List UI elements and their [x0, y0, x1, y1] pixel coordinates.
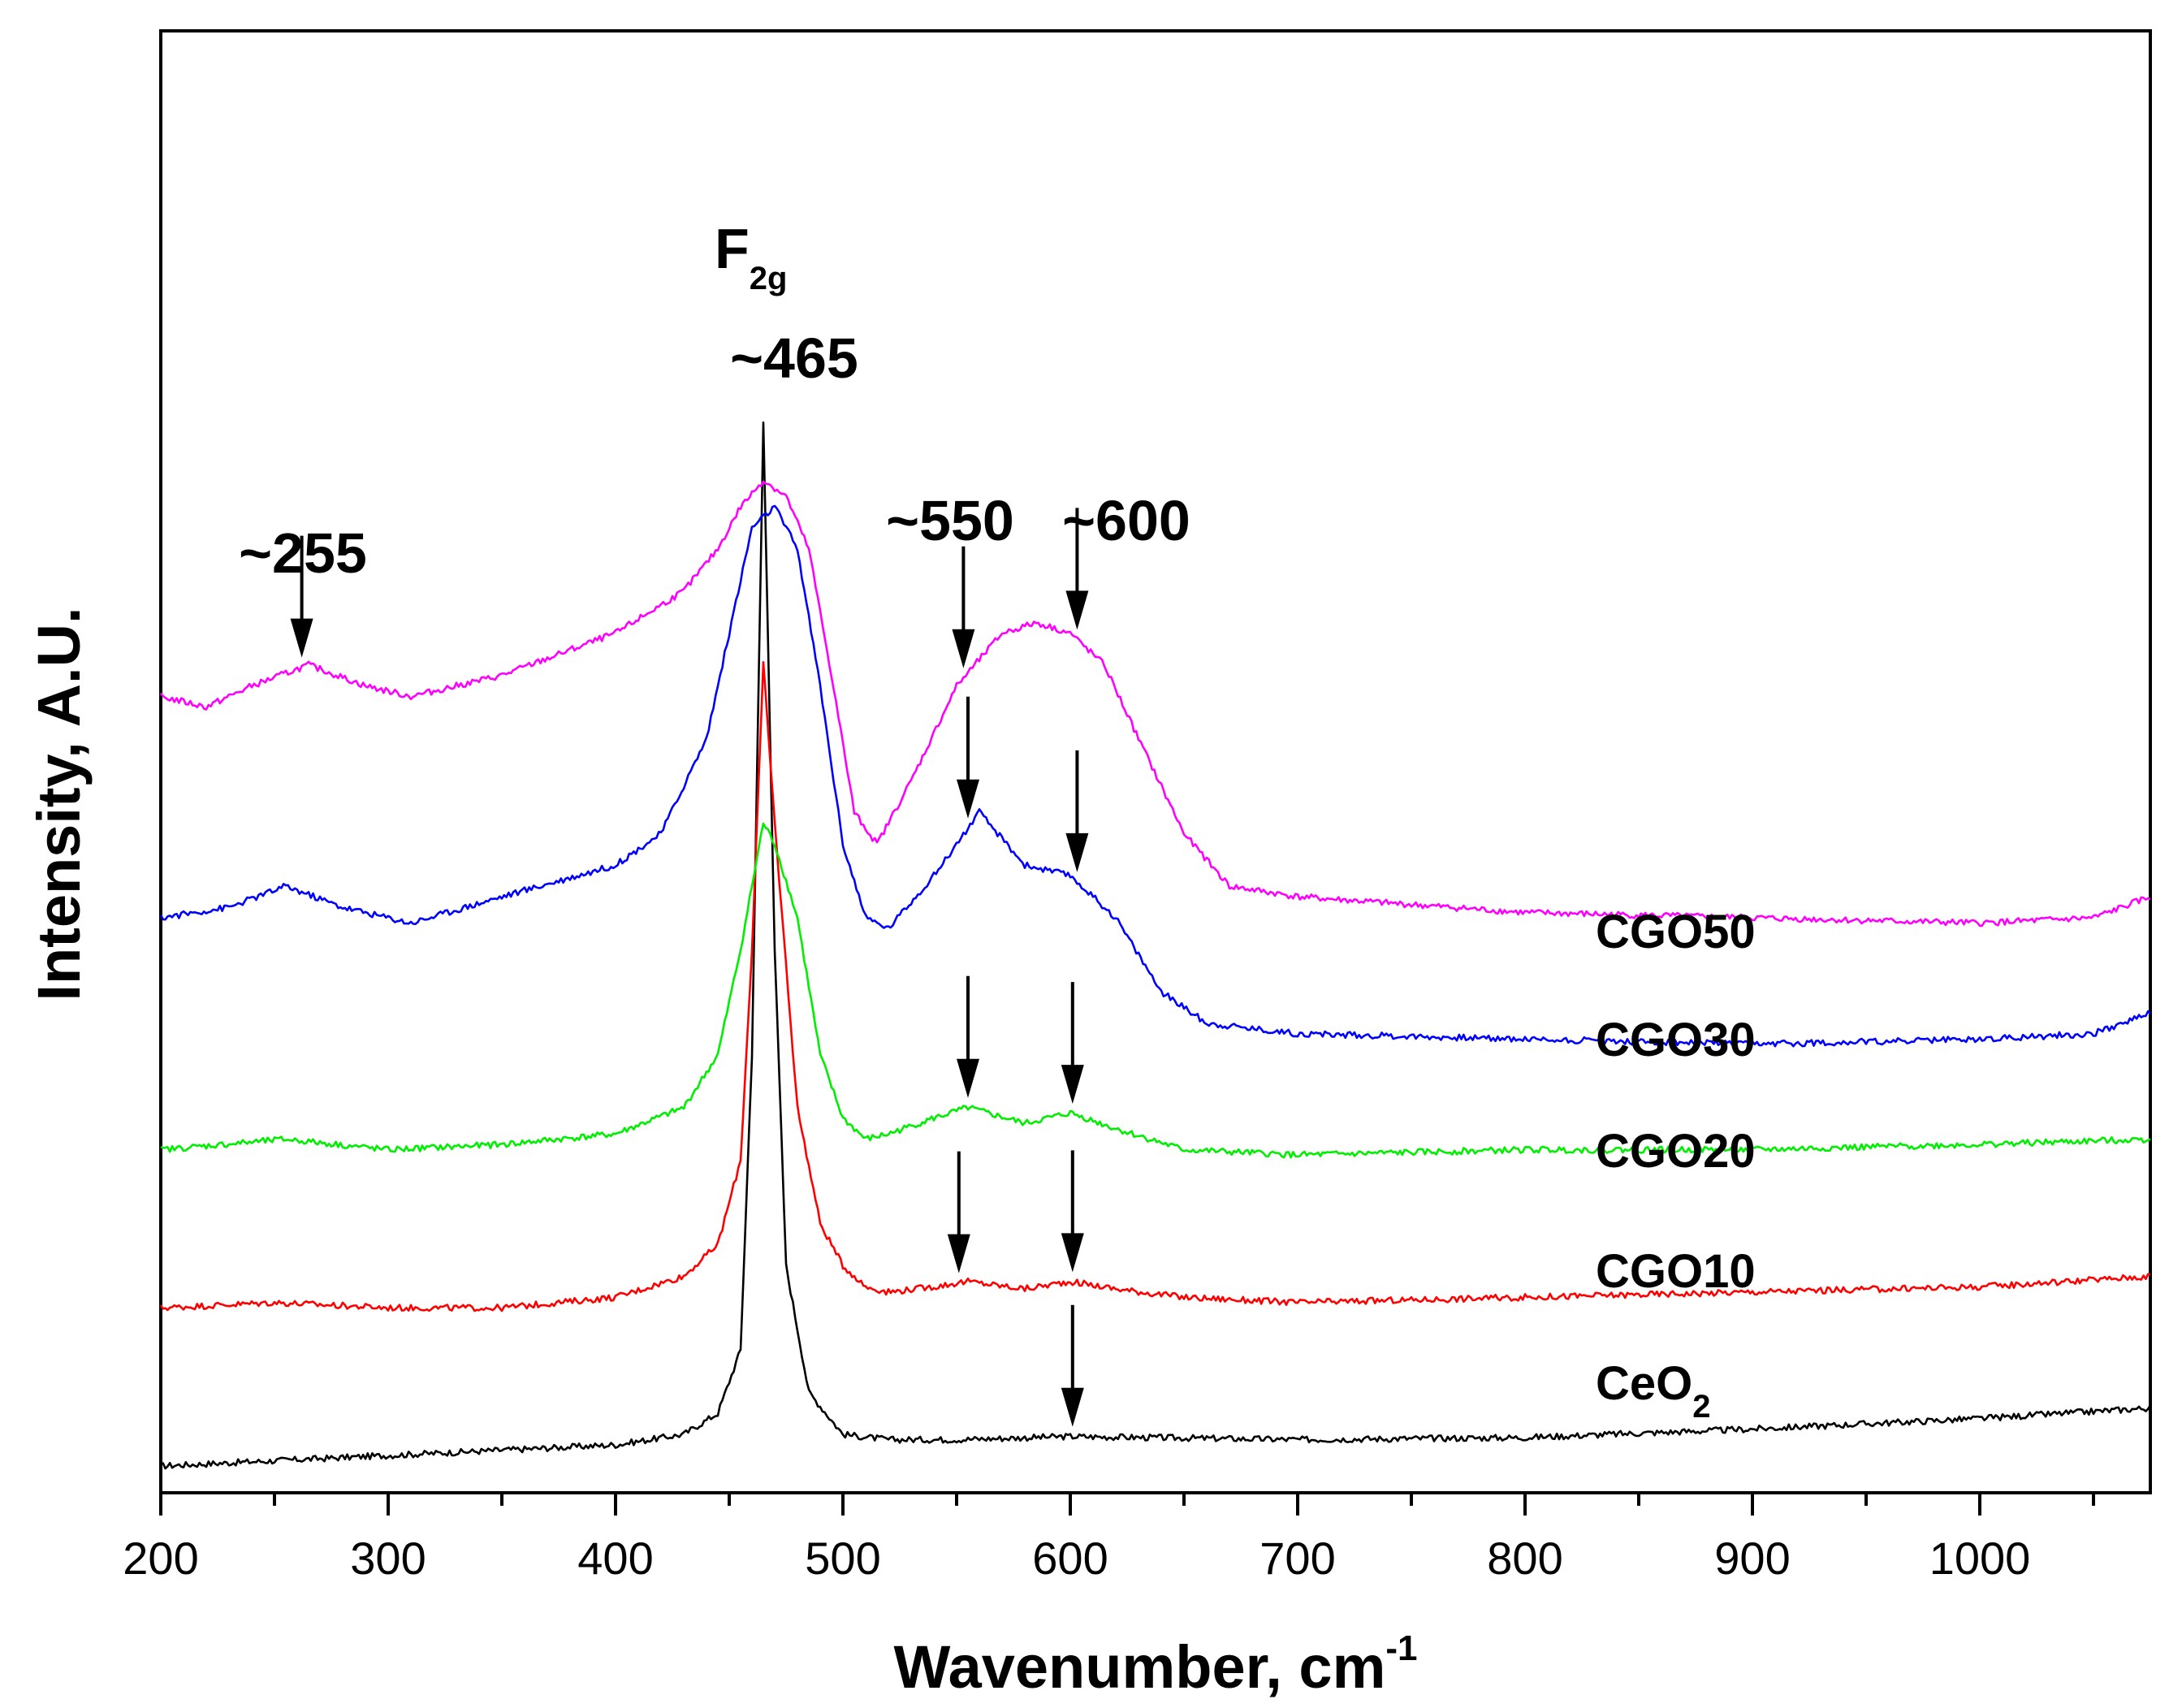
series-line-cgo30: [159, 504, 2151, 1048]
arrow-cgo50-603: [1065, 508, 1089, 630]
arrow-layer: [290, 508, 1089, 1427]
x-axis-ticks: 200 300 400 500 600 700 800 900 1000: [123, 1493, 2095, 1584]
annotation-f2g: F2g: [715, 217, 787, 296]
arrow-cgo30-555: [957, 696, 979, 819]
arrow-cgo50-262: [290, 535, 313, 658]
plot-frame: [159, 29, 2152, 1494]
arrow-ceo2-601: [1061, 1304, 1084, 1427]
series-label-cgo10: CGO10: [1596, 1245, 1756, 1298]
x-tick-label: 500: [805, 1533, 880, 1584]
annotation-550: ~550: [886, 489, 1014, 552]
series-line-cgo20: [160, 822, 2151, 1159]
series-line-cgo10: [159, 660, 2151, 1312]
arrow-cgo10-551: [947, 1151, 970, 1273]
x-tick-label: 300: [350, 1533, 426, 1584]
x-tick-label: 1000: [1929, 1533, 2031, 1584]
series-label-ceo2: CeO2: [1596, 1357, 1711, 1425]
series-line-cgo50: [159, 480, 2151, 928]
annotation-465: ~465: [730, 326, 858, 390]
annotation-255: ~255: [239, 521, 367, 585]
series-layer: [159, 421, 2152, 1470]
x-tick-label: 800: [1487, 1533, 1562, 1584]
y-axis-title: Intensity, A.U.: [25, 607, 93, 1001]
arrow-cgo20-555: [957, 975, 979, 1098]
arrow-cgo30-603: [1065, 750, 1089, 872]
series-line-ceo2: [160, 421, 2152, 1470]
x-axis-title: Wavenumber, cm-1: [893, 1628, 1417, 1701]
x-tick-label: 900: [1714, 1533, 1790, 1584]
x-tick-label: 700: [1260, 1533, 1335, 1584]
annotation-600: ~600: [1062, 489, 1190, 552]
arrow-cgo50-553: [952, 546, 975, 668]
x-tick-label: 400: [577, 1533, 653, 1584]
x-tick-label: 200: [123, 1533, 198, 1584]
series-label-cgo50: CGO50: [1596, 906, 1756, 958]
series-label-cgo20: CGO20: [1596, 1125, 1756, 1178]
arrow-cgo10-601: [1061, 1150, 1084, 1273]
series-label-cgo30: CGO30: [1596, 1014, 1756, 1066]
arrow-cgo20-601: [1061, 982, 1084, 1105]
x-tick-label: 600: [1032, 1533, 1108, 1584]
